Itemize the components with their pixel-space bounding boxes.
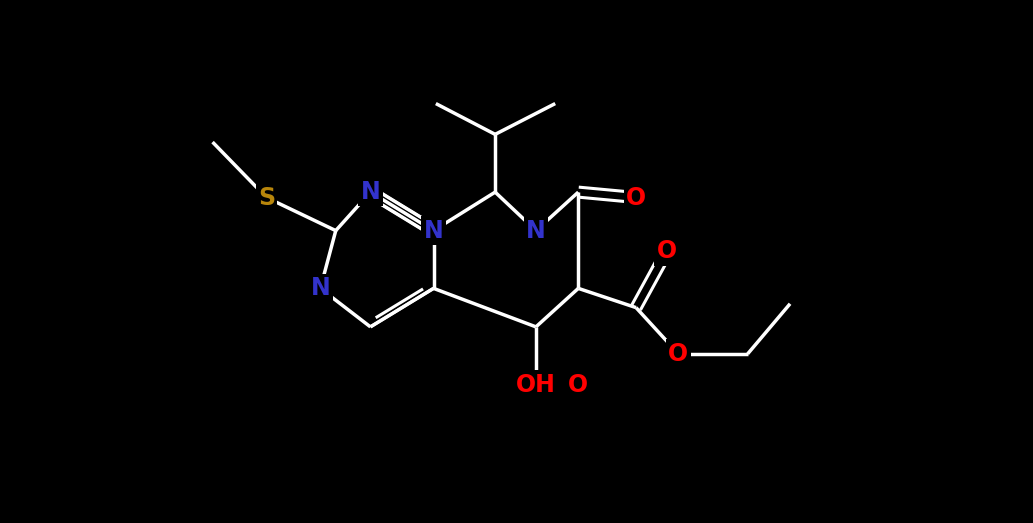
Text: N: N (361, 180, 380, 204)
Text: OH: OH (516, 372, 556, 396)
Text: O: O (668, 342, 688, 366)
Text: N: N (424, 219, 443, 243)
Text: N: N (311, 276, 331, 300)
Text: O: O (626, 186, 646, 210)
Text: N: N (526, 219, 545, 243)
Text: O: O (657, 240, 677, 264)
Text: O: O (568, 372, 589, 396)
Text: S: S (258, 186, 275, 210)
